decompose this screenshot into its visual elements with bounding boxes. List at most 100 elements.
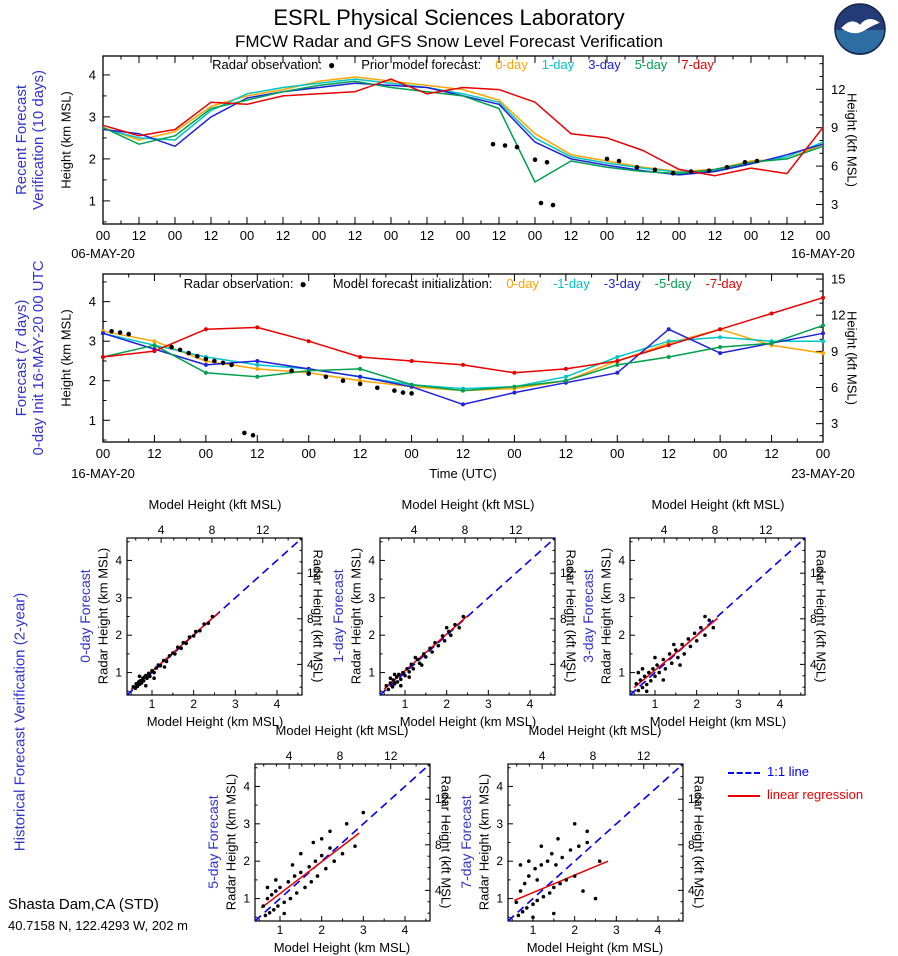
svg-text:2: 2 <box>243 854 250 868</box>
svg-text:3: 3 <box>831 197 838 212</box>
svg-text:4: 4 <box>527 697 534 711</box>
svg-text:1: 1 <box>618 666 625 680</box>
svg-text:00: 00 <box>96 228 110 243</box>
scatter7-right-axis-label: Radar Height (kft MSL) <box>691 775 707 909</box>
svg-text:3: 3 <box>360 923 367 937</box>
scatter1-bottom-axis-label: Model Height (km MSL) <box>399 714 537 729</box>
svg-text:4: 4 <box>307 657 314 671</box>
legend-series-m7day: -7-day <box>705 276 743 291</box>
station-name: Shasta Dam,CA (STD) <box>8 896 159 913</box>
side-label-line-2: 0-day Init 16-MAY-20 00 UTC <box>30 260 47 456</box>
svg-text:4: 4 <box>115 553 122 567</box>
svg-text:8: 8 <box>209 524 216 537</box>
svg-text:4: 4 <box>560 657 567 671</box>
svg-text:3: 3 <box>115 591 122 605</box>
scatter3-forecast-label: 3-day Forecast <box>580 569 596 663</box>
svg-text:00: 00 <box>672 228 686 243</box>
svg-text:2: 2 <box>443 697 450 711</box>
legend-series-0day: 0-day <box>506 276 539 291</box>
svg-text:9: 9 <box>831 120 838 135</box>
one-to-one-legend-row: 1:1 line <box>728 764 863 779</box>
svg-text:12: 12 <box>147 446 161 461</box>
scatter0-bottom-axis-label: Model Height (km MSL) <box>146 714 284 729</box>
svg-text:4: 4 <box>496 779 503 793</box>
svg-text:00: 00 <box>600 228 614 243</box>
svg-text:12: 12 <box>637 750 651 763</box>
svg-text:12: 12 <box>509 524 523 537</box>
svg-text:12: 12 <box>204 228 218 243</box>
scatter1-forecast-label: 1-day Forecast <box>330 569 346 663</box>
scatter-5day-chart: 1 1 2 2 3 3 4 4 4 4 8 8 12 12 <box>225 749 460 948</box>
svg-text:1: 1 <box>277 923 284 937</box>
svg-text:12: 12 <box>456 446 470 461</box>
scatter3-left-axis-label: Radar Height (km MSL) <box>598 547 614 685</box>
svg-text:12: 12 <box>764 446 778 461</box>
svg-text:12: 12 <box>307 566 321 580</box>
svg-text:4: 4 <box>688 883 695 897</box>
one-to-one-label: 1:1 line <box>767 764 809 779</box>
svg-text:3: 3 <box>243 817 250 831</box>
svg-text:00: 00 <box>312 228 326 243</box>
legend-series-m3day: -3-day <box>603 276 641 291</box>
side-label-line-1: Recent Forecast <box>13 84 30 196</box>
historical-section-label: Historical Forecast Verification (2-year… <box>11 592 29 852</box>
svg-text:1: 1 <box>149 697 156 711</box>
svg-text:1: 1 <box>652 697 659 711</box>
svg-text:3: 3 <box>232 697 239 711</box>
svg-text:2: 2 <box>89 373 96 388</box>
svg-text:12: 12 <box>564 228 578 243</box>
svg-text:8: 8 <box>337 750 344 763</box>
svg-text:1: 1 <box>496 892 503 906</box>
svg-text:12: 12 <box>708 228 722 243</box>
svg-text:2: 2 <box>89 151 96 166</box>
legend-obs-label: Radar observation: <box>212 57 322 72</box>
recent-start-date: 06-MAY-20 <box>71 246 135 261</box>
svg-text:00: 00 <box>168 228 182 243</box>
legend-series-7day: 7-day <box>681 57 714 72</box>
svg-text:15: 15 <box>831 272 845 287</box>
svg-text:4: 4 <box>777 697 784 711</box>
svg-text:8: 8 <box>688 838 695 852</box>
svg-text:8: 8 <box>462 524 469 537</box>
svg-text:2: 2 <box>368 628 375 642</box>
scatter-legend: 1:1 line linear regression <box>728 764 863 810</box>
svg-text:8: 8 <box>307 612 314 626</box>
svg-text:12: 12 <box>250 446 264 461</box>
svg-text:3: 3 <box>368 591 375 605</box>
svg-text:4: 4 <box>89 67 96 82</box>
svg-text:3: 3 <box>496 817 503 831</box>
svg-text:4: 4 <box>435 883 442 897</box>
recent-end-date: 16-MAY-20 <box>791 246 855 261</box>
svg-text:00: 00 <box>528 228 542 243</box>
svg-text:12: 12 <box>132 228 146 243</box>
svg-text:4: 4 <box>539 750 546 763</box>
svg-text:00: 00 <box>384 228 398 243</box>
radar-obs-marker-icon: ● <box>328 58 336 72</box>
svg-text:6: 6 <box>831 380 838 395</box>
svg-text:8: 8 <box>810 612 817 626</box>
regression-legend-row: linear regression <box>728 787 863 802</box>
svg-text:8: 8 <box>560 612 567 626</box>
svg-text:8: 8 <box>590 750 597 763</box>
svg-text:2: 2 <box>318 923 325 937</box>
legend-series-5day: 5-day <box>634 57 668 72</box>
svg-text:12: 12 <box>688 792 702 806</box>
svg-text:00: 00 <box>610 446 624 461</box>
svg-text:8: 8 <box>712 524 719 537</box>
svg-text:1: 1 <box>530 923 537 937</box>
svg-text:2: 2 <box>618 628 625 642</box>
svg-text:3: 3 <box>735 697 742 711</box>
svg-text:00: 00 <box>96 446 110 461</box>
recent-yaxis-km-label: Height (km MSL) <box>58 91 74 189</box>
svg-text:9: 9 <box>831 344 838 359</box>
svg-text:4: 4 <box>661 524 668 537</box>
legend-init-label: Model forecast initialization: <box>332 276 493 291</box>
svg-text:00: 00 <box>744 228 758 243</box>
svg-text:2: 2 <box>693 697 700 711</box>
svg-text:1: 1 <box>402 697 409 711</box>
scatter-3day-chart: 1 1 2 2 3 3 4 4 4 4 8 8 12 12 <box>600 523 835 722</box>
svg-text:3: 3 <box>485 697 492 711</box>
forecast-yaxis-kft-label: Height (kft MSL) <box>844 311 860 405</box>
svg-text:4: 4 <box>402 923 409 937</box>
svg-text:00: 00 <box>456 228 470 243</box>
